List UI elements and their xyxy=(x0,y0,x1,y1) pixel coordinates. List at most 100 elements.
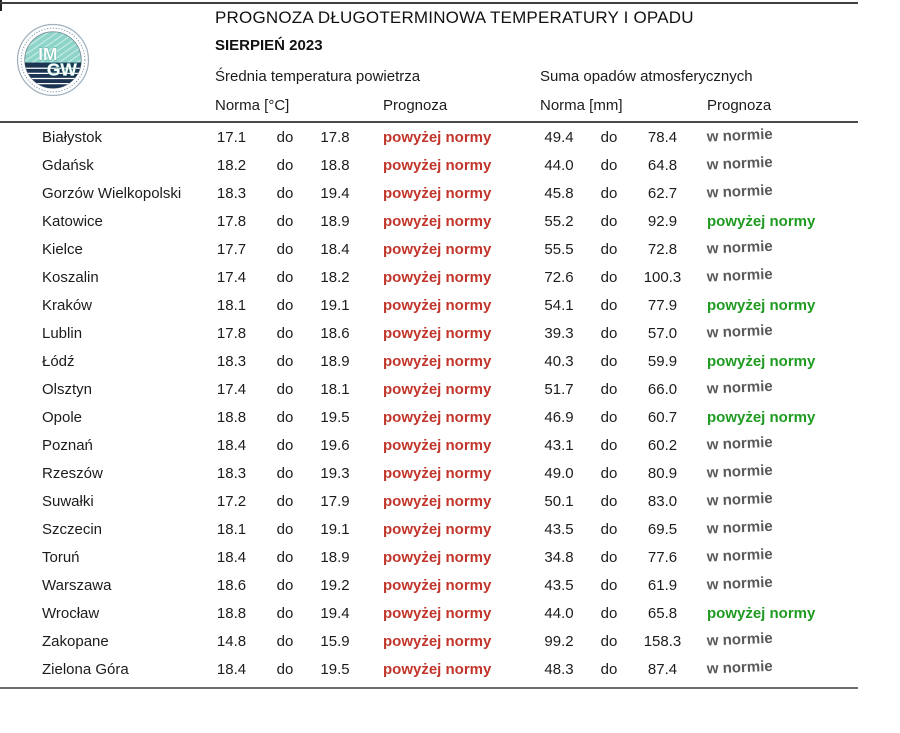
temp-max-cell: 18.8 xyxy=(320,157,350,174)
precip-min-cell: 43.1 xyxy=(544,437,574,454)
temp-min-cell: 18.1 xyxy=(216,297,247,314)
temp-min-cell: 17.2 xyxy=(216,493,247,510)
range-separator: do xyxy=(600,493,618,510)
temp-forecast-cell: powyżej normy xyxy=(383,157,492,174)
table-row: Zielona Góra 18.4 do 19.5 powyżej normy 48.3 d… xyxy=(0,656,858,684)
temp-forecast-cell: powyżej normy xyxy=(383,493,492,510)
temp-min-cell: 18.8 xyxy=(216,409,247,426)
city-cell: Zakopane xyxy=(42,633,109,650)
logo-text-gw: GW xyxy=(47,59,78,79)
temp-forecast-column-header: Prognoza xyxy=(383,97,448,114)
table-top-border xyxy=(0,2,858,4)
table-row: Rzeszów 18.3 do 19.3 powyżej normy 49.0 do 80.9… xyxy=(0,460,858,488)
city-cell: Rzeszów xyxy=(42,465,103,482)
range-separator: do xyxy=(600,521,618,538)
table-row: Wrocław 18.8 do 19.4 powyżej normy 44.0 do 65.8… xyxy=(0,600,858,628)
precip-max-cell: 80.9 xyxy=(647,465,678,482)
city-cell: Suwałki xyxy=(42,493,94,510)
precip-max-cell: 61.9 xyxy=(647,577,678,594)
temp-max-cell: 17.8 xyxy=(320,129,350,146)
precip-min-cell: 99.2 xyxy=(544,633,574,650)
temp-forecast-cell: powyżej normy xyxy=(383,549,492,566)
precip-max-cell: 65.8 xyxy=(647,605,678,622)
table-row: Olsztyn 17.4 do 18.1 powyżej normy 51.7 do 66.0… xyxy=(0,376,858,404)
precip-max-cell: 62.7 xyxy=(647,185,678,202)
precip-max-cell: 100.3 xyxy=(643,269,682,286)
temp-min-cell: 18.3 xyxy=(216,353,247,370)
table-row: Suwałki 17.2 do 17.9 powyżej normy 50.1 do 83.0… xyxy=(0,488,858,516)
precip-min-cell: 72.6 xyxy=(544,269,574,286)
precip-forecast-cell: powyżej normy xyxy=(707,605,816,622)
precip-forecast-cell: powyżej normy xyxy=(707,353,816,370)
precip-min-cell: 43.5 xyxy=(544,577,574,594)
range-separator: do xyxy=(600,661,618,678)
table-row: Koszalin 17.4 do 18.2 powyżej normy 72.6 do 100… xyxy=(0,264,858,292)
temp-max-cell: 19.6 xyxy=(320,437,350,454)
range-separator: do xyxy=(276,297,294,314)
precip-min-cell: 48.3 xyxy=(544,661,574,678)
range-separator: do xyxy=(600,269,618,286)
table-row: Katowice 17.8 do 18.9 powyżej normy 55.2 do 92.… xyxy=(0,208,858,236)
range-separator: do xyxy=(276,633,294,650)
precip-max-cell: 77.9 xyxy=(647,297,678,314)
precip-min-cell: 55.5 xyxy=(544,241,574,258)
city-cell: Zielona Góra xyxy=(42,661,129,678)
range-separator: do xyxy=(600,549,618,566)
range-separator: do xyxy=(600,213,618,230)
temp-forecast-cell: powyżej normy xyxy=(383,269,492,286)
temp-forecast-cell: powyżej normy xyxy=(383,633,492,650)
precip-min-cell: 39.3 xyxy=(544,325,574,342)
precip-forecast-cell: w normie xyxy=(706,265,774,286)
temp-min-cell: 18.1 xyxy=(216,521,247,538)
precip-max-cell: 87.4 xyxy=(647,661,678,678)
temp-min-cell: 17.7 xyxy=(216,241,247,258)
temp-min-cell: 18.6 xyxy=(216,577,247,594)
temp-max-cell: 18.1 xyxy=(320,381,350,398)
temp-max-cell: 18.2 xyxy=(320,269,350,286)
range-separator: do xyxy=(276,605,294,622)
table-bottom-border xyxy=(0,687,858,689)
precip-min-cell: 44.0 xyxy=(544,157,574,174)
page-subtitle-month: SIERPIEŃ 2023 xyxy=(215,37,323,54)
temp-max-cell: 19.2 xyxy=(320,577,350,594)
range-separator: do xyxy=(276,493,294,510)
city-cell: Białystok xyxy=(42,129,103,146)
imgw-logo-icon: IM GW xyxy=(16,23,90,97)
precip-forecast-cell: w normie xyxy=(706,573,774,594)
table-row: Zakopane 14.8 do 15.9 powyżej normy 99.2 do 158… xyxy=(0,628,858,656)
temp-min-cell: 17.8 xyxy=(216,325,247,342)
precip-max-cell: 66.0 xyxy=(647,381,678,398)
precip-max-cell: 72.8 xyxy=(647,241,678,258)
precip-min-cell: 34.8 xyxy=(544,549,574,566)
range-separator: do xyxy=(600,577,618,594)
temperature-group-header: Średnia temperatura powietrza xyxy=(215,68,421,85)
temp-min-cell: 17.4 xyxy=(216,381,247,398)
range-separator: do xyxy=(276,241,294,258)
temp-max-cell: 19.4 xyxy=(320,185,350,202)
temp-forecast-cell: powyżej normy xyxy=(383,325,492,342)
range-separator: do xyxy=(276,269,294,286)
precip-min-cell: 49.0 xyxy=(544,465,574,482)
temp-max-cell: 18.9 xyxy=(320,549,350,566)
range-separator: do xyxy=(600,185,618,202)
precip-max-cell: 158.3 xyxy=(643,633,682,650)
table-row: Poznań 18.4 do 19.6 powyżej normy 43.1 do 60.2 w… xyxy=(0,432,858,460)
range-separator: do xyxy=(276,577,294,594)
precip-min-cell: 44.0 xyxy=(544,605,574,622)
temp-min-cell: 18.2 xyxy=(216,157,247,174)
city-cell: Poznań xyxy=(42,437,93,454)
city-cell: Wrocław xyxy=(42,605,100,622)
precip-max-cell: 57.0 xyxy=(647,325,678,342)
range-separator: do xyxy=(276,353,294,370)
temp-max-cell: 17.9 xyxy=(320,493,350,510)
temp-max-cell: 18.9 xyxy=(320,353,350,370)
city-cell: Gorzów Wielkopolski xyxy=(42,185,182,202)
range-separator: do xyxy=(600,157,618,174)
temp-forecast-cell: powyżej normy xyxy=(383,605,492,622)
city-cell: Toruń xyxy=(42,549,80,566)
range-separator: do xyxy=(276,549,294,566)
precip-min-cell: 49.4 xyxy=(544,129,574,146)
temp-max-cell: 18.6 xyxy=(320,325,350,342)
precip-forecast-cell: w normie xyxy=(706,321,774,342)
